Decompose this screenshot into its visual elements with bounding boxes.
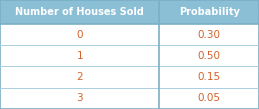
Bar: [0, 0, 159, 24]
Text: 0.15: 0.15: [198, 72, 221, 82]
Bar: [159, 66, 259, 88]
Bar: [0, 45, 159, 66]
Bar: [159, 45, 259, 66]
Text: 0.30: 0.30: [198, 30, 221, 40]
Text: 3: 3: [76, 93, 83, 103]
Text: Number of Houses Sold: Number of Houses Sold: [15, 7, 144, 17]
Text: 2: 2: [76, 72, 83, 82]
Text: 0: 0: [76, 30, 83, 40]
Text: Probability: Probability: [179, 7, 240, 17]
Bar: [159, 0, 259, 24]
Bar: [159, 88, 259, 109]
Bar: [0, 24, 159, 45]
Bar: [0, 88, 159, 109]
Text: 0.05: 0.05: [198, 93, 221, 103]
Bar: [0, 66, 159, 88]
Text: 1: 1: [76, 51, 83, 61]
Bar: [159, 24, 259, 45]
Text: 0.50: 0.50: [198, 51, 221, 61]
